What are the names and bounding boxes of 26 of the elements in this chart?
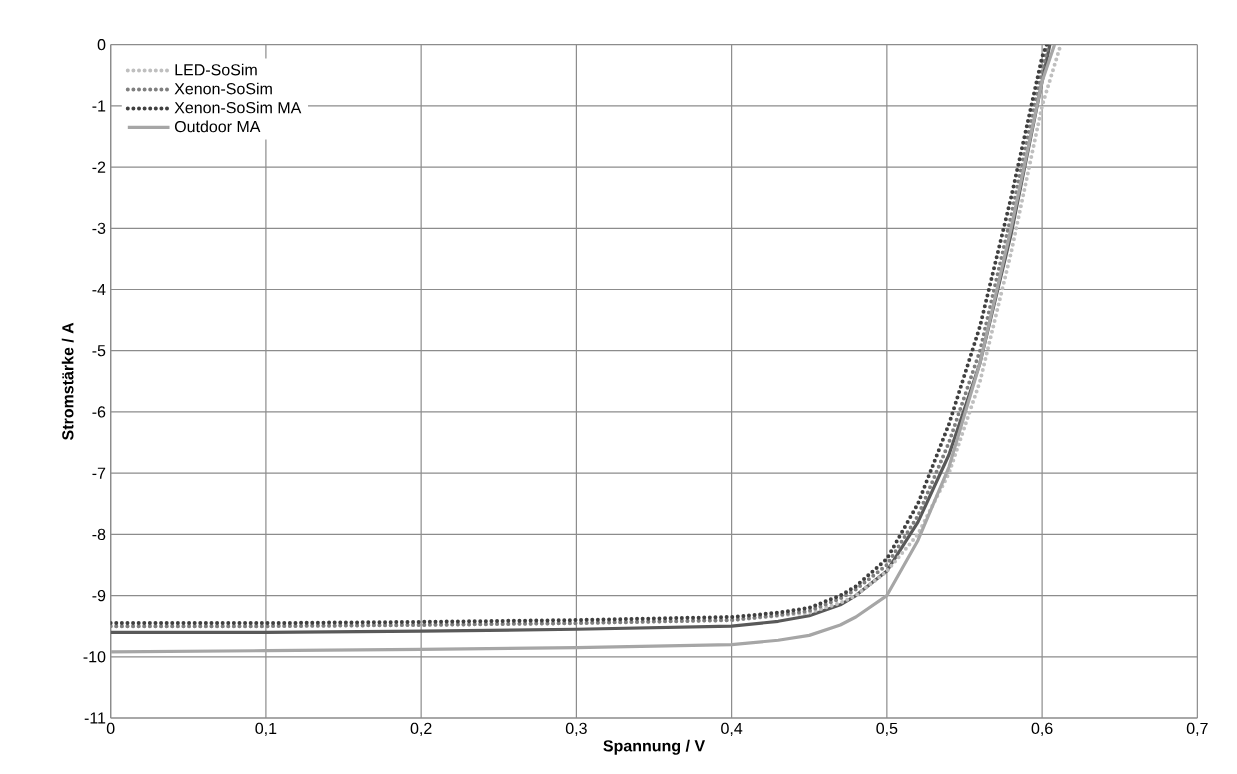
- y-tick-label: -2: [92, 161, 106, 173]
- y-tick-label: -8: [92, 528, 106, 541]
- legend-label: Xenon-SoSim: [174, 82, 272, 95]
- y-tick-label: -5: [92, 345, 106, 357]
- x-tick-label: 0,3: [565, 722, 587, 736]
- legend-label: LED-SoSim: [175, 63, 257, 76]
- x-tick-label: 0: [106, 722, 115, 735]
- y-axis-title: Stromstärke / A: [61, 322, 74, 440]
- y-tick-label: -9: [92, 589, 106, 602]
- x-tick-label: 0,4: [721, 722, 743, 736]
- y-tick-label: -10: [83, 651, 106, 663]
- x-tick-label: 0,6: [1031, 722, 1053, 736]
- x-tick-label: 0,2: [410, 722, 432, 736]
- x-tick-label: 0,7: [1186, 722, 1208, 736]
- legend-label: Xenon-SoSim MA: [174, 101, 302, 114]
- y-tick-label: -6: [92, 406, 106, 418]
- legend-label: Outdoor MA: [174, 120, 261, 133]
- y-tick-label: -7: [92, 467, 106, 479]
- y-tick-label: -4: [92, 284, 106, 296]
- y-tick-label: 0: [97, 39, 106, 51]
- x-tick-label: 0,5: [876, 722, 898, 736]
- y-tick-label: -1: [92, 100, 106, 112]
- y-tick-label: -3: [92, 222, 106, 234]
- y-tick-label: -11: [84, 712, 106, 724]
- x-tick-label: 0,1: [255, 722, 277, 736]
- x-axis-title: Spannung / V: [603, 739, 706, 755]
